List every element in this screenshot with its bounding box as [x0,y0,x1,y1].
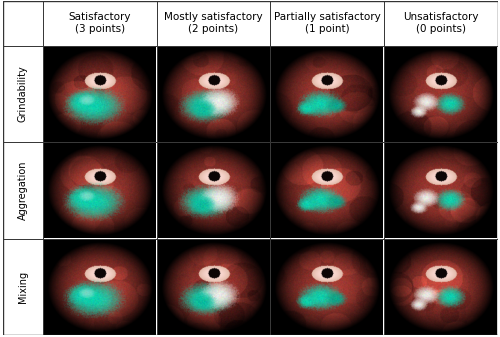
Text: Mostly satisfactory
(2 points): Mostly satisfactory (2 points) [164,12,263,34]
Text: Aggregation: Aggregation [18,161,28,220]
Text: Grindability: Grindability [18,66,28,122]
Text: Mixing: Mixing [18,271,28,303]
Text: Satisfactory
(3 points): Satisfactory (3 points) [68,12,131,34]
Text: Partially satisfactory
(1 point): Partially satisfactory (1 point) [274,12,380,34]
Text: Unsatisfactory
(0 points): Unsatisfactory (0 points) [403,12,478,34]
